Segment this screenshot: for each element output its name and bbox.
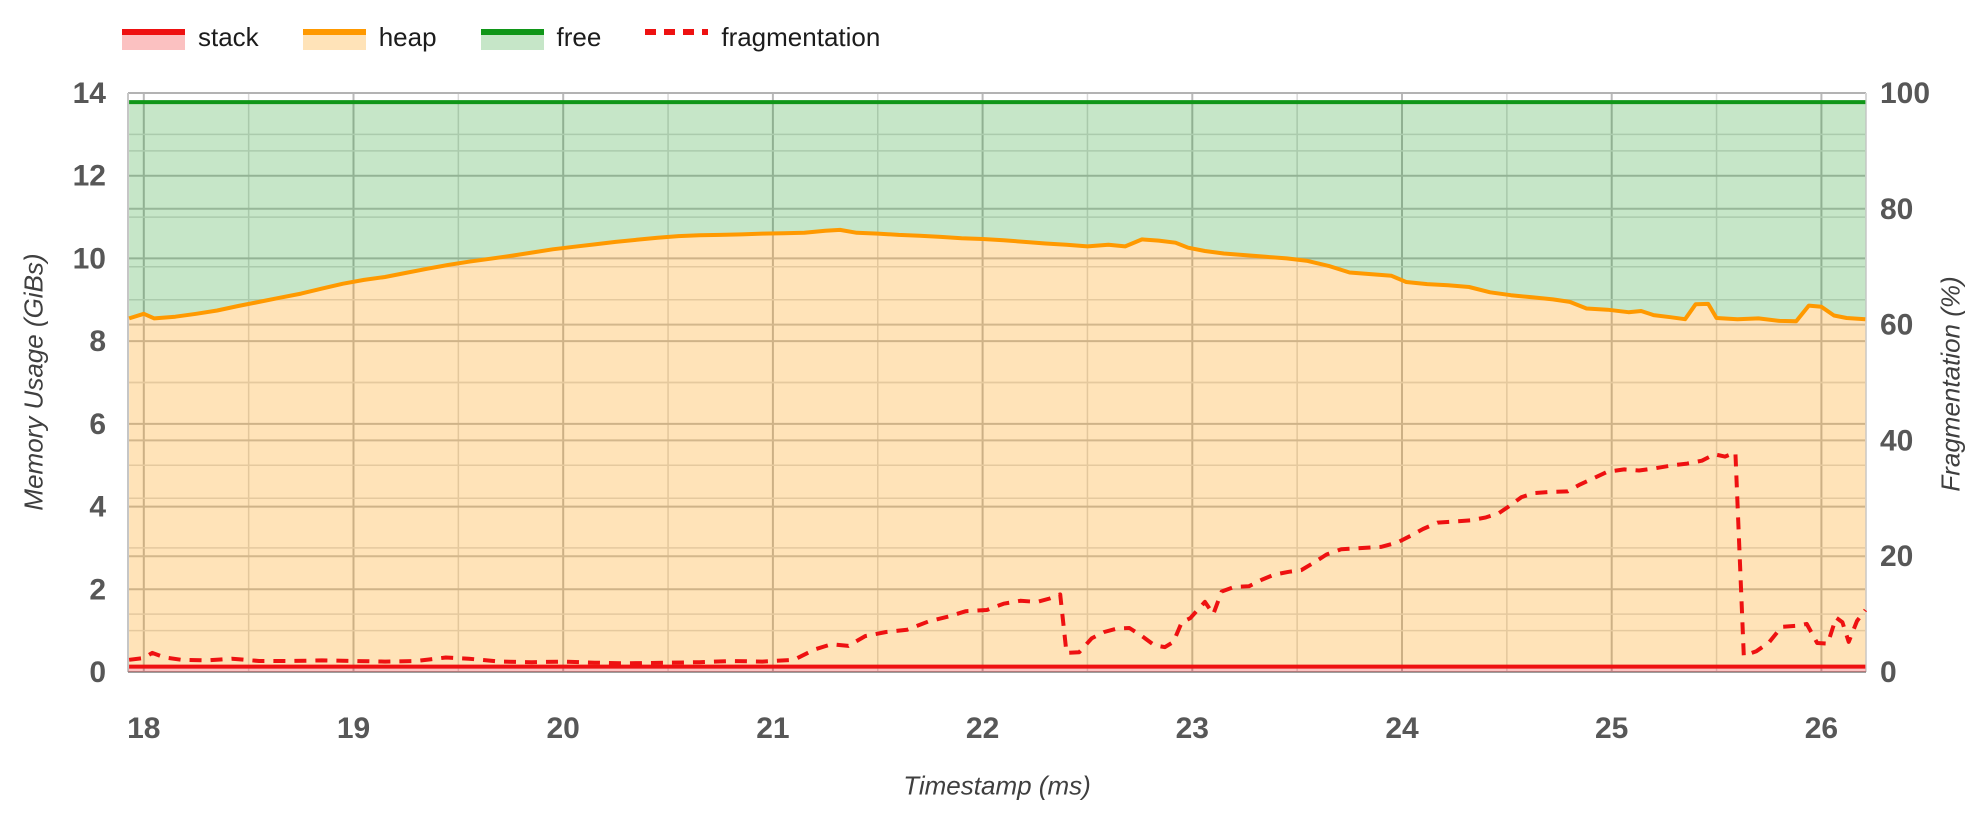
x-tick-label: 18 xyxy=(127,712,160,745)
left-tick-label: 10 xyxy=(73,242,106,275)
x-tick-label: 26 xyxy=(1805,712,1838,745)
legend-label-free: free xyxy=(556,22,602,52)
x-tick-label: 21 xyxy=(756,712,789,745)
legend-item-free[interactable]: free xyxy=(480,20,602,54)
x-tick-label: 20 xyxy=(547,712,580,745)
left-tick-label: 6 xyxy=(89,408,106,441)
legend-item-stack[interactable]: stack xyxy=(122,20,259,54)
right-tick-label: 20 xyxy=(1880,540,1913,573)
left-tick-label: 0 xyxy=(89,656,106,689)
heap-swatch-icon xyxy=(302,29,366,50)
x-tick-label: 23 xyxy=(1176,712,1209,745)
right-tick-label: 40 xyxy=(1880,424,1913,457)
left-tick-label: 2 xyxy=(89,573,106,606)
right-tick-label: 80 xyxy=(1880,193,1913,226)
heap-line xyxy=(128,227,1866,324)
left-tick-label: 8 xyxy=(89,325,106,358)
x-tick-label: 19 xyxy=(337,712,370,745)
x-tick-label: 22 xyxy=(966,712,999,745)
heap-area xyxy=(129,229,1866,667)
chart-legend: stack heap free fragmentation xyxy=(122,20,880,54)
fragmentation-line xyxy=(128,450,1867,666)
left-tick-label: 14 xyxy=(73,77,107,110)
right-tick-label: 60 xyxy=(1880,309,1913,342)
legend-item-heap[interactable]: heap xyxy=(302,20,437,54)
free-swatch-icon xyxy=(480,29,544,50)
x-tick-label: 24 xyxy=(1385,712,1419,745)
legend-label-stack: stack xyxy=(198,22,259,52)
fragmentation-swatch-icon xyxy=(645,29,709,50)
stack-swatch-icon xyxy=(122,29,185,50)
legend-label-fragmentation: fragmentation xyxy=(721,22,881,52)
free-area xyxy=(129,102,1866,322)
right-tick-label: 0 xyxy=(1880,656,1897,689)
left-tick-label: 4 xyxy=(89,491,106,524)
legend-item-fragmentation[interactable]: fragmentation xyxy=(645,20,880,54)
left-tick-label: 12 xyxy=(73,160,106,193)
right-tick-label: 100 xyxy=(1880,77,1930,110)
x-tick-label: 25 xyxy=(1595,712,1628,745)
x-axis-title: Timestamp (ms) xyxy=(903,770,1091,801)
legend-label-heap: heap xyxy=(378,22,437,52)
